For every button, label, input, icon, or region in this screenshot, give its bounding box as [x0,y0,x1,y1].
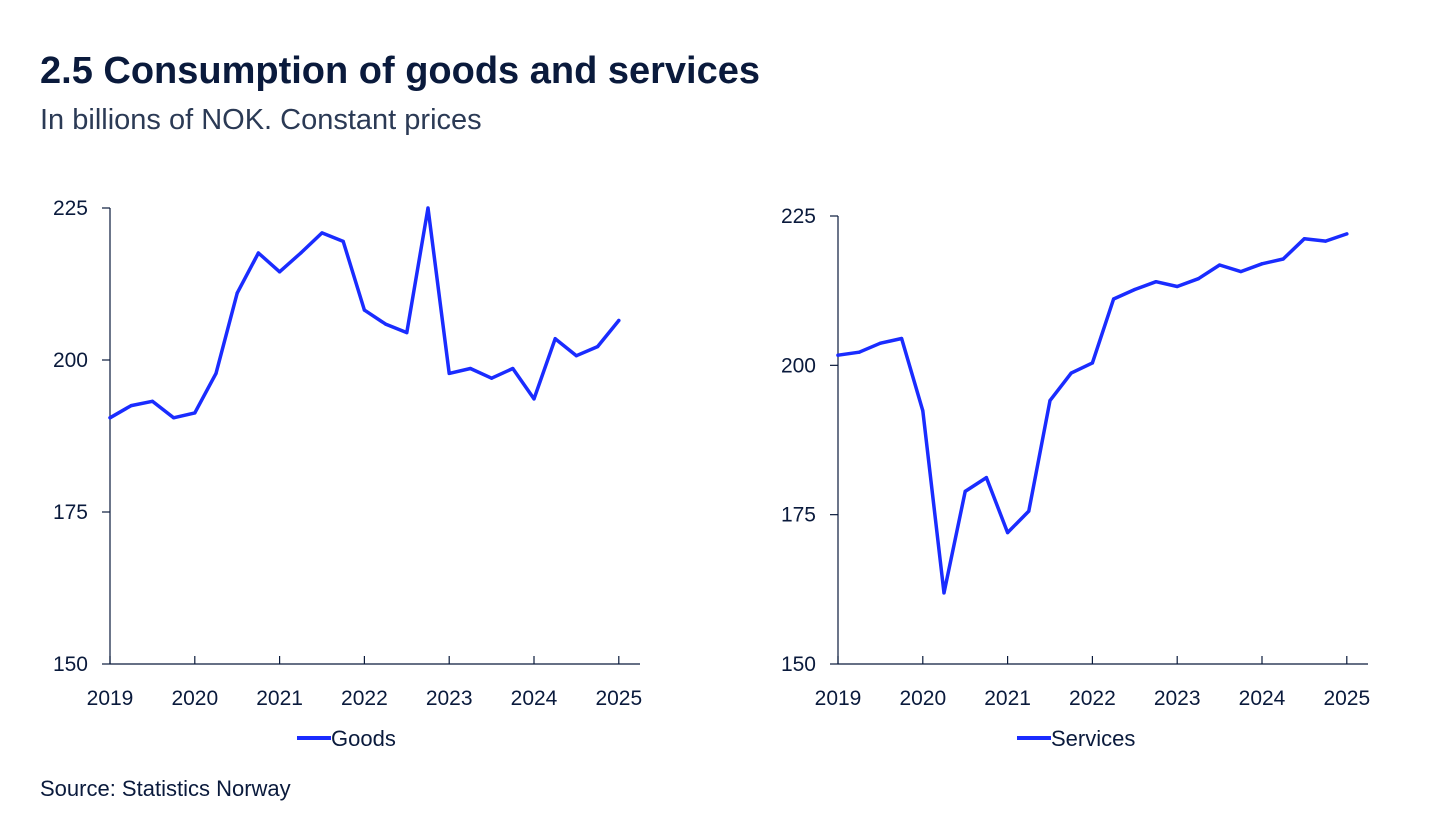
goods-data-point [405,331,409,335]
services-panel: 150 175 200 225 2019 2020 2021 2022 2023 2024 2025… [781,205,1370,751]
services-data-point [1345,232,1349,236]
services-data-point [1112,297,1116,301]
goods-data-point [129,404,133,408]
services-series-line [836,232,1349,595]
goods-data-point [214,371,218,375]
x-tick-label: 2025 [595,687,642,710]
x-tick-label: 2021 [984,687,1031,710]
goods-data-point [490,376,494,380]
goods-data-point [235,291,239,295]
x-tick-label: 2024 [511,687,558,710]
goods-data-point [193,411,197,415]
services-data-point [900,336,904,341]
x-tick-label: 2023 [1154,687,1201,710]
services-data-point [1090,361,1094,365]
goods-data-point [256,251,260,255]
y-tick-label: 225 [53,197,88,220]
services-data-point [1302,237,1306,241]
services-data-point [1239,269,1243,274]
services-data-point [1006,530,1010,535]
services-data-point [1048,398,1052,403]
goods-data-point [320,231,324,235]
goods-data-point [426,206,430,210]
services-data-point [1196,277,1200,281]
services-data-point [1324,239,1328,243]
services-data-point [942,591,946,595]
goods-data-point [596,345,600,349]
services-legend-label: Services [1051,726,1135,751]
services-data-point [1175,284,1179,289]
services-data-point [1154,280,1158,284]
x-tick-label: 2023 [426,687,473,710]
services-data-point [1027,509,1031,513]
goods-data-point [553,337,557,341]
x-tick-label: 2020 [171,687,218,710]
goods-data-point [468,366,472,371]
goods-data-point [362,308,366,312]
chart-title: 2.5 Consumption of goods and services [40,50,761,92]
goods-series-line [108,206,621,420]
goods-data-point [299,251,303,255]
chart-subtitle: In billions of NOK. Constant prices [40,104,482,136]
services-data-point [857,350,861,354]
goods-data-point [108,416,112,420]
goods-data-point [617,318,621,323]
x-tick-label: 2020 [899,687,946,710]
services-data-point [1133,287,1137,292]
x-tick-label: 2022 [1069,687,1116,710]
goods-panel: 150 175 200 225 2019 2020 2021 2022 2023 2024 2025… [53,197,642,751]
x-tick-label: 2024 [1239,687,1286,710]
x-tick-label: 2022 [341,687,388,710]
services-data-point [1069,371,1073,375]
x-tick-label: 2019 [87,687,134,710]
goods-data-point [172,416,176,420]
y-tick-label: 200 [781,354,816,377]
y-tick-label: 225 [781,205,816,228]
services-data-point [878,341,883,345]
y-tick-label: 150 [53,653,88,676]
goods-data-point [278,270,282,274]
y-tick-label: 175 [781,504,816,527]
goods-data-point [384,322,388,326]
goods-data-point [150,399,154,403]
x-tick-label: 2021 [256,687,303,710]
goods-data-point [447,371,451,375]
x-tick-label: 2019 [815,687,862,710]
y-tick-label: 200 [53,349,88,372]
goods-legend-label: Goods [331,726,396,751]
y-tick-label: 175 [53,501,88,524]
y-tick-label: 150 [781,653,816,676]
services-data-point [963,489,967,493]
services-data-point [1218,263,1222,267]
services-data-point [921,409,925,413]
services-data-point [1260,262,1264,266]
services-data-point [1281,257,1285,261]
goods-data-point [574,354,579,358]
services-data-point [836,353,840,357]
goods-data-point [532,397,536,401]
goods-data-point [341,239,345,244]
goods-data-point [511,366,515,371]
x-tick-label: 2025 [1323,687,1370,710]
services-data-point [984,476,989,480]
source-note: Source: Statistics Norway [40,776,291,801]
